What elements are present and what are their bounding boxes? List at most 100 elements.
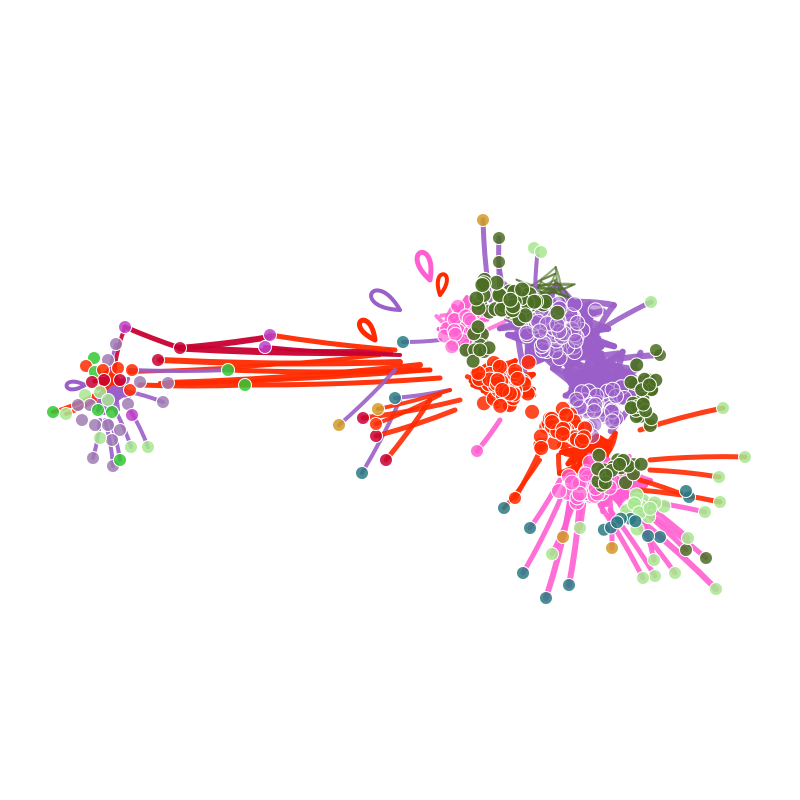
- graph-node: [71, 398, 85, 412]
- graph-node: [161, 376, 175, 390]
- graph-node: [520, 354, 537, 371]
- graph-node: [470, 319, 486, 335]
- graph-node: [539, 591, 553, 605]
- graph-edge: [647, 467, 722, 480]
- graph-node: [508, 491, 522, 505]
- graph-node: [238, 378, 252, 392]
- graph-edge: [520, 497, 563, 576]
- graph-node: [604, 413, 621, 430]
- graph-node: [605, 541, 619, 555]
- graph-node: [558, 407, 575, 424]
- graph-node: [562, 578, 576, 592]
- graph-node: [598, 467, 614, 483]
- graph-node: [712, 470, 726, 484]
- graph-node: [647, 553, 661, 567]
- graph-edge: [242, 375, 443, 388]
- graph-edge: [597, 502, 646, 581]
- graph-node: [642, 500, 658, 516]
- graph-node: [554, 426, 571, 443]
- graph-node: [472, 342, 488, 358]
- graph-node: [476, 213, 490, 227]
- graph-node: [492, 255, 506, 269]
- graph-edge: [263, 345, 402, 357]
- graph-node: [612, 456, 627, 472]
- graph-edge: [513, 323, 528, 377]
- graph-node: [549, 304, 566, 321]
- graph-node: [101, 393, 115, 407]
- graph-node: [497, 501, 511, 515]
- graph-node: [566, 296, 583, 313]
- graph-node: [388, 391, 402, 405]
- graph-node: [356, 411, 370, 425]
- graph-node: [524, 403, 541, 420]
- graph-node: [641, 377, 657, 393]
- graph-edge: [571, 445, 578, 476]
- graph-node: [447, 326, 463, 342]
- graph-node: [569, 314, 586, 331]
- graph-node: [551, 483, 567, 499]
- graph-node: [679, 484, 693, 498]
- graph-node: [556, 530, 570, 544]
- graph-node: [679, 543, 693, 557]
- graph-edge: [647, 454, 748, 463]
- graph-node: [494, 382, 511, 398]
- graph-node: [610, 515, 625, 530]
- graph-node: [93, 431, 107, 445]
- graph-node: [97, 373, 111, 387]
- graph-node: [681, 531, 695, 545]
- graph-node: [716, 401, 730, 415]
- graph-node: [88, 418, 102, 432]
- graph-node: [633, 456, 649, 472]
- graph-node: [502, 291, 519, 308]
- graph-node: [571, 485, 588, 502]
- graph-node: [564, 474, 580, 491]
- graph-node: [355, 466, 369, 480]
- graph-edge: [637, 517, 719, 592]
- graph-node: [516, 566, 530, 580]
- graph-edge: [541, 284, 574, 295]
- graph-node: [105, 433, 119, 447]
- graph-edge: [555, 452, 563, 476]
- graph-node: [118, 320, 132, 334]
- graph-node: [713, 495, 727, 509]
- graph-node: [709, 582, 723, 596]
- graph-node: [653, 530, 667, 544]
- graph-node: [105, 405, 119, 419]
- graph-node: [568, 391, 585, 408]
- graph-node: [526, 293, 543, 310]
- graph-node: [371, 402, 385, 416]
- graph-node: [46, 405, 60, 419]
- graph-node: [332, 418, 346, 432]
- graph-self-loop: [435, 272, 449, 297]
- graph-node: [379, 453, 393, 467]
- graph-edge: [122, 324, 183, 351]
- graph-node: [59, 407, 73, 421]
- graph-edge: [337, 368, 397, 427]
- graph-node: [668, 566, 682, 580]
- graph-node: [474, 277, 491, 293]
- graph-edge: [553, 279, 556, 292]
- graph-node: [123, 383, 137, 397]
- graph-edge: [540, 272, 557, 281]
- graph-node: [151, 353, 165, 367]
- graph-node: [156, 395, 170, 409]
- graph-node: [587, 302, 604, 319]
- graph-node: [635, 396, 651, 412]
- graph-node: [509, 370, 526, 387]
- graph-node: [141, 440, 155, 454]
- graph-node: [125, 408, 139, 422]
- graph-node: [101, 418, 115, 432]
- graph-node: [573, 433, 590, 450]
- graph-node: [124, 440, 138, 454]
- graph-node: [641, 529, 655, 543]
- graph-node: [648, 569, 662, 583]
- graph-node: [111, 361, 125, 375]
- graph-node: [523, 521, 537, 535]
- graph-node: [468, 290, 485, 307]
- graph-node: [629, 357, 645, 373]
- graph-node: [113, 453, 127, 467]
- graph-self-loop: [357, 317, 378, 343]
- graph-node: [586, 403, 603, 420]
- graph-node: [75, 413, 89, 427]
